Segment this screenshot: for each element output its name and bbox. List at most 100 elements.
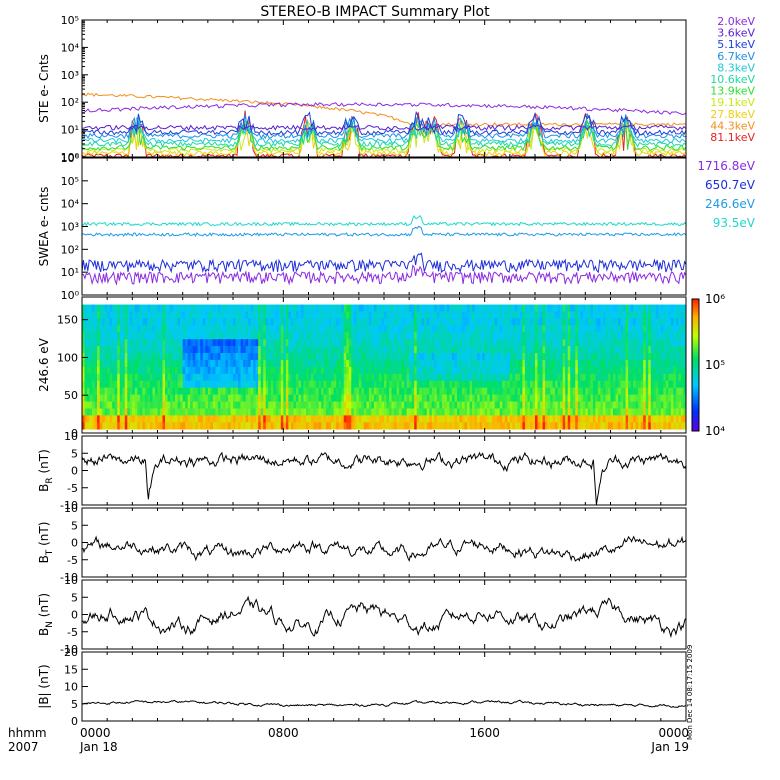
- ste-legend-item: 3.6keV: [717, 27, 755, 40]
- br-ytick-label: -5: [67, 482, 78, 495]
- bt-series: [81, 535, 687, 563]
- ste-legend-item: 13.9keV: [710, 85, 755, 98]
- pad-panel: 0 50 100 150 246.6 eV 10⁴ 10⁵ 10⁶: [37, 292, 725, 440]
- ste-legend-item: 10.6keV: [710, 73, 755, 86]
- swea-ytick-label: 10⁶: [61, 152, 80, 165]
- x-tick-label: 0800: [268, 726, 299, 740]
- bn-ytick-label: 5: [71, 591, 78, 604]
- ste-series-13.9keV: [81, 119, 687, 152]
- ste-ytick-label: 10⁵: [61, 14, 79, 27]
- swea-ytick-label: 10³: [61, 221, 79, 234]
- ste-legend-item: 44.3keV: [710, 119, 755, 132]
- swea-series-93.5eV: [81, 214, 687, 227]
- ste-legend-item: 27.8keV: [710, 108, 755, 121]
- bmag-ytick-label: 5: [71, 698, 78, 711]
- bn-ytick-label: 0: [71, 609, 78, 622]
- swea-panel: 10⁰ 10¹ 10² 10³ 10⁴ 10⁵ 10⁶ SWEA e- cnts: [37, 152, 687, 302]
- ste-series-3.6keV: [81, 124, 687, 132]
- bmag-ytick-label: 10: [64, 681, 78, 694]
- colorbar-tick-label: 10⁶: [705, 292, 725, 306]
- ste-panel: 10⁰ 10¹ 10² 10³ 10⁴ 10⁵ STE e- Cnts: [37, 14, 687, 164]
- ste-legend-item: 8.3keV: [717, 61, 755, 74]
- ste-series-2.0keV: [81, 102, 687, 116]
- bt-ytick-label: 10: [64, 502, 78, 515]
- ste-series-5.1keV: [81, 110, 687, 136]
- bn-panel: -10 -5 0 5 10 BN (nT): [37, 574, 687, 656]
- ste-ytick-label: 10²: [61, 96, 79, 109]
- x-tick-label: 0000: [80, 726, 111, 740]
- bmag-ytick-label: 15: [64, 663, 78, 676]
- pad-ytick-label: 150: [57, 314, 78, 327]
- x-tick-label: 1600: [469, 726, 500, 740]
- x-axis-unit-label: hhmm: [8, 726, 47, 740]
- ste-ytick-label: 10¹: [61, 124, 79, 137]
- swea-series-246.6eV: [81, 225, 687, 237]
- br-ylabel: BR (nT): [37, 449, 55, 492]
- swea-ylabel: SWEA e- cnts: [37, 187, 51, 267]
- colorbar-tick-label: 10⁴: [705, 424, 725, 438]
- br-ytick-label: 5: [71, 447, 78, 460]
- bn-ytick-label: 10: [64, 574, 78, 587]
- pad-ytick-label: 50: [64, 389, 78, 402]
- bmag-ylabel: |B| (nT): [37, 664, 51, 708]
- bt-ytick-label: -10: [60, 571, 78, 584]
- pad-colorbar: 10⁴ 10⁵ 10⁶: [691, 292, 725, 438]
- swea-ytick-label: 10¹: [61, 266, 79, 279]
- bn-ytick-label: -5: [67, 626, 78, 639]
- bn-series: [81, 595, 687, 639]
- br-ytick-label: 0: [71, 465, 78, 478]
- swea-legend-item: 650.7eV: [705, 178, 756, 192]
- bt-ytick-label: 0: [71, 537, 78, 550]
- br-ytick-label: 10: [64, 430, 78, 443]
- ste-series-8.3keV: [81, 117, 687, 145]
- pad-ytick-label: 0: [71, 427, 78, 440]
- swea-series-650.7eV: [81, 252, 687, 274]
- bmag-panel: 0 5 10 15 20 |B| (nT): [37, 646, 687, 728]
- ste-ytick-label: 10⁰: [61, 151, 80, 164]
- plot-title: STEREO-B IMPACT Summary Plot: [260, 4, 490, 20]
- swea-legend-item: 1716.8eV: [697, 159, 755, 173]
- legend: 2.0keV3.6keV5.1keV6.7keV8.3keV10.6keV13.…: [697, 15, 755, 230]
- swea-ytick-label: 10⁰: [61, 289, 80, 302]
- bt-panel: -10 -5 0 5 10 BT (nT): [37, 502, 687, 584]
- bt-ytick-label: 5: [71, 519, 78, 532]
- br-series: [81, 451, 687, 505]
- generation-stamp: Mon Dec 14 08:17:15 2009: [686, 645, 694, 740]
- swea-ytick-label: 10⁴: [61, 198, 80, 211]
- swea-legend-item: 246.6eV: [705, 197, 756, 211]
- bt-frame: [81, 507, 687, 578]
- ste-ylabel: STE e- Cnts: [37, 54, 51, 123]
- bn-ylabel: BN (nT): [37, 593, 55, 636]
- bmag-frame: [81, 651, 687, 722]
- colorbar-tick-label: 10⁵: [705, 358, 725, 372]
- ste-series-44.3keV: [81, 92, 687, 127]
- swea-ytick-label: 10²: [61, 243, 79, 256]
- bmag-ytick-label: 20: [64, 646, 78, 659]
- bmag-ytick-label: 0: [71, 715, 78, 728]
- bmag-series: [81, 699, 687, 708]
- ste-legend-item: 81.1keV: [710, 131, 755, 144]
- swea-series-1716.8eV: [81, 264, 687, 286]
- pad-ylabel: 246.6 eV: [37, 337, 51, 392]
- swea-legend-item: 93.5eV: [713, 216, 756, 230]
- x-tick-date-label: Jan 19: [650, 740, 689, 754]
- swea-ytick-label: 10⁵: [61, 175, 79, 188]
- ste-legend-item: 6.7keV: [717, 50, 755, 63]
- x-axis-year-label: 2007: [8, 740, 39, 754]
- br-panel: -10 -5 0 5 10 BR (nT): [37, 430, 687, 512]
- x-tick-date-label: Jan 18: [79, 740, 118, 754]
- x-tick-label: 0000: [658, 726, 689, 740]
- ste-legend-item: 5.1keV: [717, 38, 755, 51]
- ste-legend-item: 19.1keV: [710, 96, 755, 109]
- br-ytick-label: -10: [60, 499, 78, 512]
- ste-ytick-label: 10⁴: [61, 41, 80, 54]
- pad-ytick-label: 100: [57, 351, 78, 364]
- ste-ytick-label: 10³: [61, 69, 79, 82]
- swea-frame: [81, 157, 687, 296]
- bt-ylabel: BT (nT): [37, 522, 55, 564]
- bt-ytick-label: -5: [67, 554, 78, 567]
- ste-legend-item: 2.0keV: [717, 15, 755, 28]
